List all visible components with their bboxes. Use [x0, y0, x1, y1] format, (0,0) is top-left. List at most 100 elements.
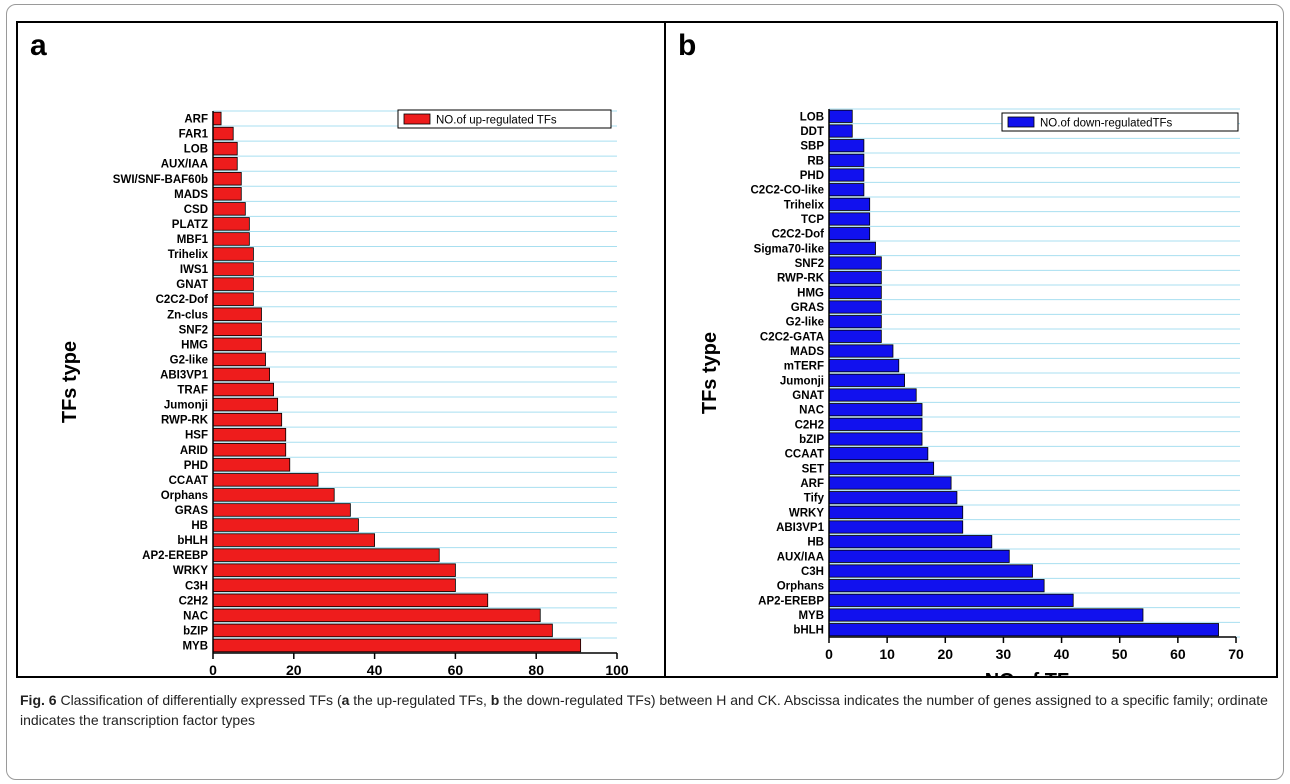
category-label: C2C2-GATA [760, 331, 824, 343]
bar [212, 172, 242, 186]
x-tick-label: 60 [1170, 646, 1186, 662]
caption-part: b [490, 692, 500, 708]
y-axis-title: TFs type [699, 332, 721, 414]
bar [212, 217, 250, 231]
category-label: C2C2-Dof [772, 229, 825, 241]
chart-b: LOB DDT SBP RB PHD C2C2-CO-like Trihelix TCP C2C… [699, 108, 1244, 676]
bar [212, 427, 287, 442]
x-tick-label: 100 [605, 662, 629, 678]
x-tick-label: 40 [1054, 646, 1070, 662]
bar [828, 608, 1144, 622]
bar [828, 227, 871, 241]
bar [828, 579, 1045, 593]
bar [212, 141, 238, 156]
bar [212, 322, 262, 337]
category-label: GNAT [792, 390, 824, 402]
bar [212, 412, 283, 427]
legend-label: NO.of down-regulatedTFs [1040, 118, 1173, 130]
category-label: CCAAT [169, 475, 208, 487]
x-tick-label: 70 [1228, 646, 1244, 662]
category-label: bHLH [793, 625, 824, 637]
caption-part: Classification of differentially express… [56, 692, 342, 708]
bar [212, 352, 266, 367]
bar [828, 359, 900, 373]
category-label: SBP [800, 141, 824, 153]
category-label: C2C2-Dof [156, 294, 209, 306]
bar [212, 156, 238, 171]
bar [828, 403, 923, 417]
bar [828, 417, 923, 431]
panel-b-letter: b [678, 29, 697, 62]
category-label: HB [807, 537, 824, 549]
category-label: AUX/IAA [161, 159, 208, 171]
bar [828, 241, 876, 255]
bar [212, 473, 319, 487]
bar [212, 277, 254, 291]
category-label: Orphans [777, 581, 824, 593]
category-label: ARID [180, 445, 208, 457]
category-label: FAR1 [179, 129, 209, 141]
bar [828, 623, 1219, 637]
legend-box [397, 109, 612, 129]
category-label: LOB [800, 111, 824, 123]
category-label: GRAS [175, 505, 209, 517]
category-label: Trihelix [784, 199, 825, 211]
bar [828, 153, 865, 167]
bar [828, 476, 952, 490]
bar [212, 126, 234, 141]
bar [828, 315, 882, 329]
caption-part: the down-regulated TFs) between H and CK… [20, 692, 1268, 728]
caption-label: Fig. 6 [20, 692, 57, 708]
category-label: AP2-EREBP [758, 595, 824, 607]
caption-part: a [341, 692, 350, 708]
category-label: PHD [184, 460, 208, 472]
bar [212, 382, 274, 397]
category-label: DDT [800, 126, 824, 138]
category-label: ABI3VP1 [776, 522, 825, 534]
category-label: SET [802, 463, 824, 475]
x-tick-label: 0 [209, 662, 217, 678]
bar [212, 638, 582, 653]
legend: NO.of down-regulatedTFs [1001, 112, 1239, 132]
bar [212, 578, 456, 592]
category-label: HSF [185, 430, 208, 442]
caption-body: Classification of differentially express… [20, 692, 1268, 728]
bar [828, 373, 905, 387]
category-label: CCAAT [785, 449, 824, 461]
category-label: HB [191, 520, 208, 532]
category-label: WRKY [173, 565, 208, 577]
category-label: G2-like [170, 354, 208, 366]
bar [828, 535, 993, 549]
category-label: MBF1 [177, 234, 209, 246]
category-label: ABI3VP1 [160, 369, 209, 381]
category-label: GNAT [176, 279, 208, 291]
bar [828, 329, 882, 343]
category-label: Trihelix [168, 249, 209, 261]
category-label: C3H [185, 580, 208, 592]
legend: NO.of up-regulated TFs [397, 109, 612, 129]
bar [212, 307, 262, 321]
bar [212, 563, 456, 577]
category-label: Tify [804, 493, 825, 505]
category-label: C2C2-CO-like [751, 185, 825, 197]
category-label: Jumonji [164, 400, 208, 412]
panel-a: a ARF FAR1 LOB AUX/IAA SWI/SNF-BAF60b MADS CSD… [16, 21, 666, 678]
bar [212, 337, 262, 352]
bar [212, 397, 279, 412]
figure-caption: Fig. 6 Classification of differentially … [20, 690, 1270, 730]
category-label: SNF2 [795, 258, 824, 270]
bar [828, 564, 1033, 578]
figure-frame [6, 4, 1284, 780]
category-label: MADS [174, 189, 208, 201]
category-label: C2H2 [179, 595, 208, 607]
category-label: ARF [800, 478, 824, 490]
bar [212, 111, 222, 126]
category-label: CSD [184, 204, 208, 216]
category-label: bZIP [799, 434, 824, 446]
x-tick-label: 20 [286, 662, 302, 678]
category-label: RWP-RK [161, 415, 209, 427]
category-label: bHLH [177, 535, 208, 547]
category-label: WRKY [789, 507, 824, 519]
bar [212, 443, 287, 457]
x-tick-label: 50 [1112, 646, 1128, 662]
